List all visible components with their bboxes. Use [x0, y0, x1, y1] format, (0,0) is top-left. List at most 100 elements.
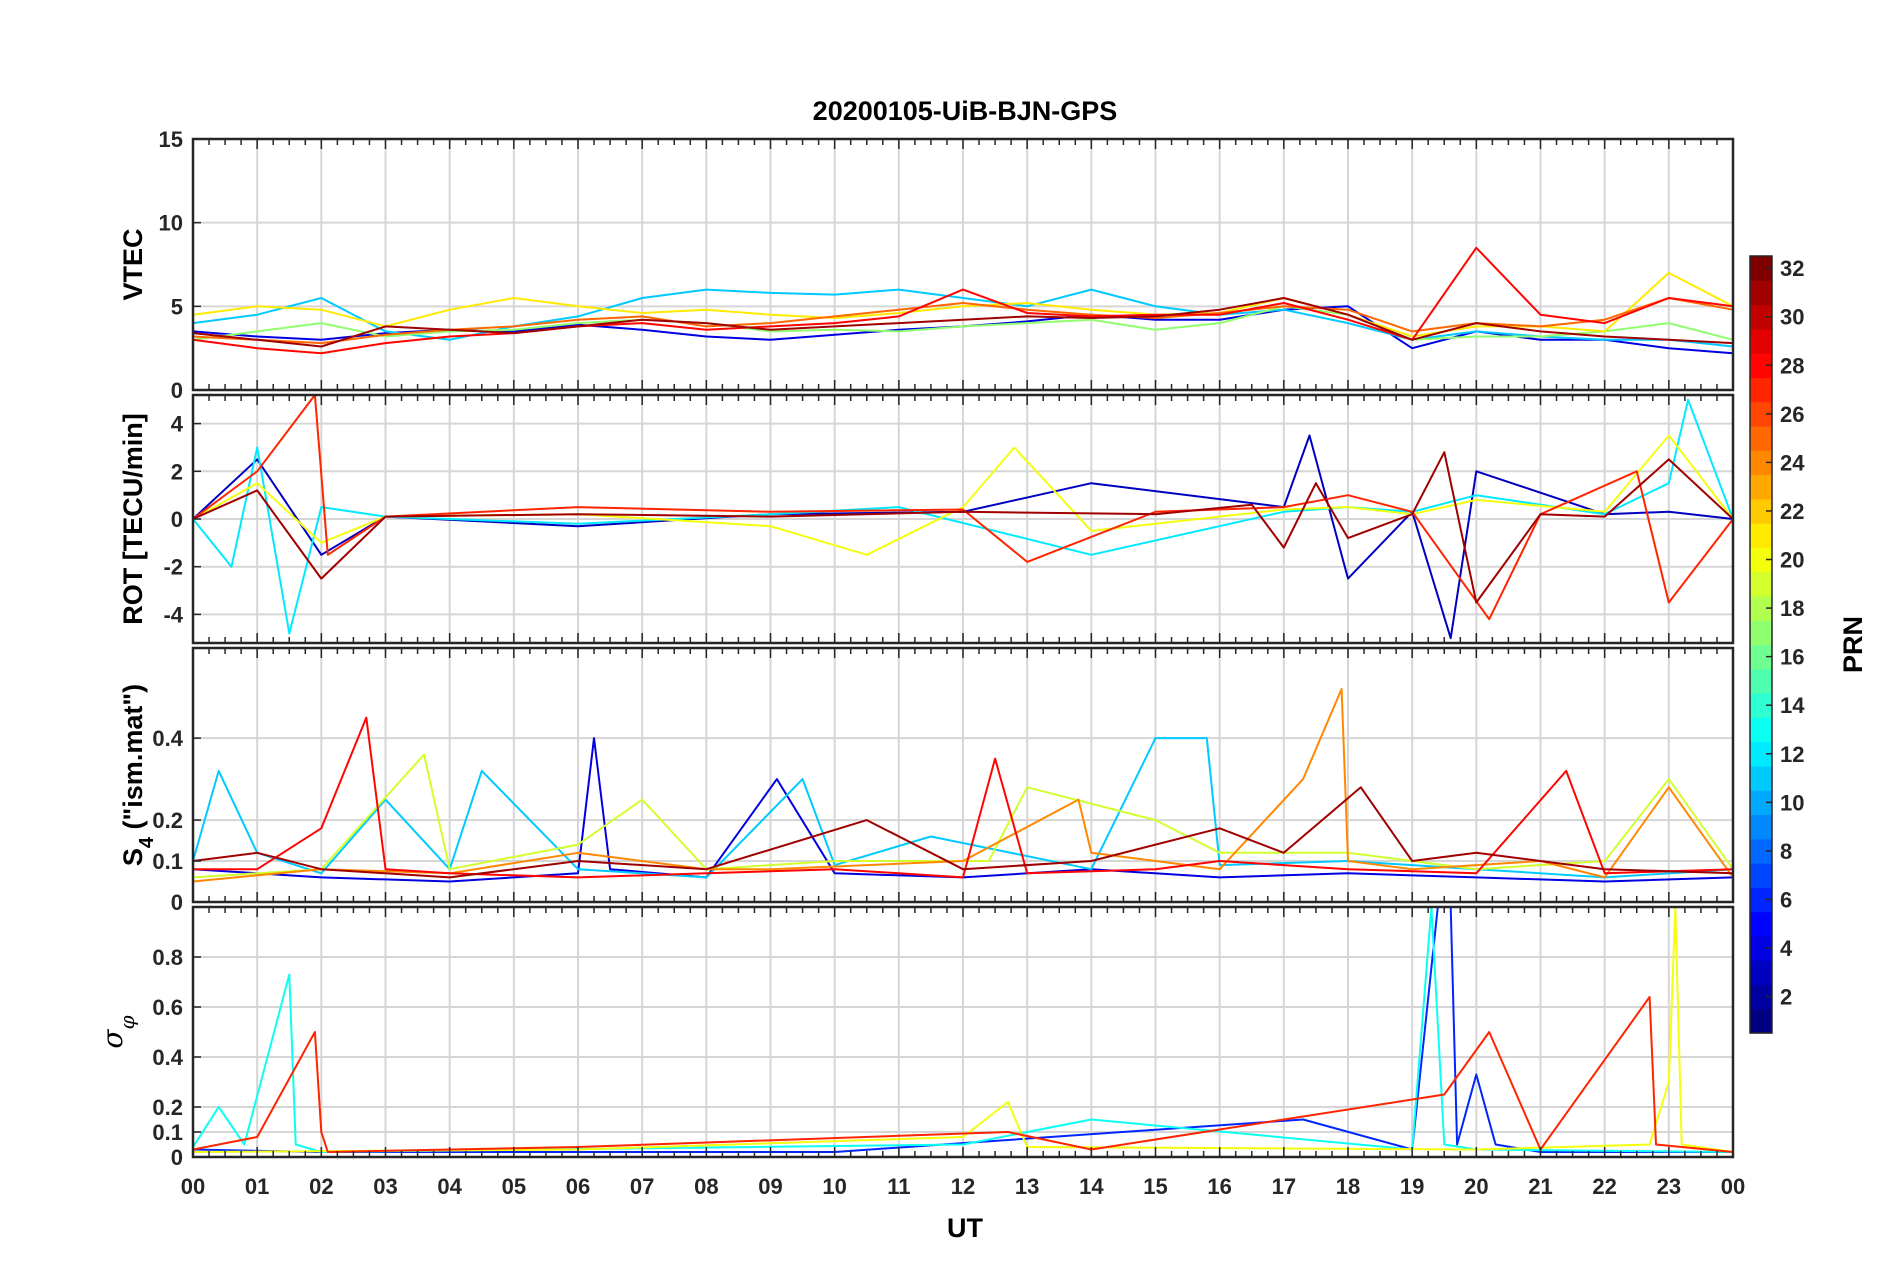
colorbar-tick-label: 28 — [1780, 353, 1804, 378]
series-line-prn-28 — [193, 716, 1734, 879]
colorbar-tick-label: 18 — [1780, 596, 1804, 621]
x-tick-label: 23 — [1657, 1174, 1681, 1199]
y-tick-label: 0.4 — [152, 1045, 183, 1070]
x-tick-label: 12 — [951, 1174, 975, 1199]
colorbar-segment — [1750, 474, 1772, 500]
series-line-prn-27 — [192, 394, 1734, 621]
series-line-prn-31 — [192, 451, 1734, 604]
colorbar-tick-label: 32 — [1780, 256, 1804, 281]
colorbar-segment — [1750, 620, 1772, 646]
y-tick-label: -2 — [163, 555, 183, 580]
y-axis-label: σφ — [96, 1015, 139, 1048]
x-tick-label: 17 — [1272, 1174, 1296, 1199]
y-tick-label: 15 — [159, 127, 183, 152]
axes-frame — [191, 646, 1735, 904]
colorbar-segment — [1750, 741, 1772, 767]
x-tick-label: 10 — [822, 1174, 846, 1199]
colorbar-tick-label: 30 — [1780, 305, 1804, 330]
x-tick-label: 02 — [309, 1174, 333, 1199]
x-tick-label: 08 — [694, 1174, 718, 1199]
y-tick-label: 4 — [171, 412, 184, 437]
colorbar-segment — [1750, 547, 1772, 573]
colorbar-segment — [1750, 377, 1772, 403]
colorbar-segment — [1750, 863, 1772, 888]
colorbar-segment — [1750, 693, 1772, 718]
y-tick-label: 0.1 — [152, 1120, 183, 1145]
colorbar-segment — [1750, 887, 1772, 913]
x-tick-label: 03 — [373, 1174, 397, 1199]
series-line-prn-12 — [192, 398, 1734, 635]
colorbar-segment — [1750, 790, 1772, 816]
y-tick-label: 10 — [159, 211, 183, 236]
colorbar-segment — [1750, 717, 1772, 743]
y-tick-label: 2 — [171, 459, 183, 484]
panel-4: 00.10.2 0.4 0.6 0.8 σφ — [96, 905, 1735, 1170]
x-tick-label: 16 — [1207, 1174, 1231, 1199]
x-tick-label: 09 — [758, 1174, 782, 1199]
colorbar-segment — [1750, 984, 1772, 1010]
series-line-prn-20 — [192, 434, 1734, 556]
chart-title: 20200105-UiB-BJN-GPS — [813, 96, 1118, 126]
x-axis-label: UT — [947, 1213, 983, 1243]
x-tick-label: 06 — [566, 1174, 590, 1199]
colorbar-tick-label: 24 — [1780, 450, 1805, 475]
series-line-prn-28 — [192, 246, 1734, 355]
colorbar-tick-label: 14 — [1780, 693, 1805, 718]
series-line-prn-11 — [192, 737, 1734, 879]
colorbar-segment — [1750, 765, 1772, 791]
x-tick-label: 01 — [245, 1174, 269, 1199]
colorbar-segment — [1750, 838, 1772, 864]
series-line-prn-13 — [192, 906, 1734, 1153]
x-tick-label: 00 — [181, 1174, 205, 1199]
colorbar-segment — [1750, 935, 1772, 961]
y-tick-label: 0.6 — [152, 995, 183, 1020]
colorbar-segment — [1750, 498, 1772, 524]
panel-2: -4 -2 0 2 4 ROT [TECU/min] — [118, 393, 1735, 645]
x-tick-label: 15 — [1143, 1174, 1167, 1199]
colorbar-segment — [1750, 353, 1772, 379]
x-tick-label: 18 — [1336, 1174, 1360, 1199]
series-line-prn-11 — [192, 288, 1734, 348]
y-tick-label: -4 — [163, 602, 183, 627]
y-tick-label: 0.1 — [152, 849, 183, 874]
colorbar-segment — [1750, 571, 1772, 597]
series-line-prn-27 — [192, 996, 1734, 1153]
colorbar-frame — [1749, 255, 1773, 1034]
y-axis-label: VTEC — [118, 228, 148, 300]
colorbar-segment — [1750, 644, 1772, 670]
x-tick-label: 20 — [1464, 1174, 1488, 1199]
colorbar-segment — [1750, 1008, 1772, 1034]
colorbar-segment — [1750, 328, 1772, 354]
colorbar-label: PRN — [1838, 616, 1868, 673]
colorbar-tick-label: 2 — [1780, 985, 1792, 1010]
colorbar-tick-label: 16 — [1780, 645, 1804, 670]
colorbar-segment — [1750, 814, 1772, 840]
y-axis-label: ROT [TECU/min] — [118, 413, 148, 624]
x-tick-label: 19 — [1400, 1174, 1424, 1199]
colorbar-segment — [1750, 304, 1772, 330]
series-line-prn-31 — [192, 297, 1734, 348]
y-tick-label: 0 — [171, 1145, 183, 1170]
axes-frame — [191, 137, 1735, 392]
y-tick-label: 5 — [171, 294, 183, 319]
y-axis-label: S4 ("ism.mat") — [118, 684, 158, 866]
series-line-prn-31 — [192, 786, 1734, 879]
x-tick-label: 14 — [1079, 1174, 1104, 1199]
colorbar-segment — [1750, 668, 1772, 694]
panel-1: 0 5 10 15 VTEC — [118, 127, 1735, 403]
x-tick-label: 21 — [1528, 1174, 1552, 1199]
y-tick-label: 0.4 — [152, 726, 183, 751]
colorbar-tick-label: 8 — [1780, 839, 1792, 864]
colorbar-segment — [1750, 256, 1772, 281]
colorbar-segment — [1750, 960, 1772, 986]
colorbar-segment — [1750, 523, 1772, 548]
x-tick-label: 13 — [1015, 1174, 1039, 1199]
colorbar-segment — [1750, 450, 1772, 476]
colorbar-tick-label: 4 — [1780, 936, 1793, 961]
y-tick-label: 0 — [171, 890, 183, 915]
series-line-prn-21 — [192, 271, 1734, 338]
colorbar-tick-label: 22 — [1780, 499, 1804, 524]
axes-frame — [191, 905, 1735, 1159]
